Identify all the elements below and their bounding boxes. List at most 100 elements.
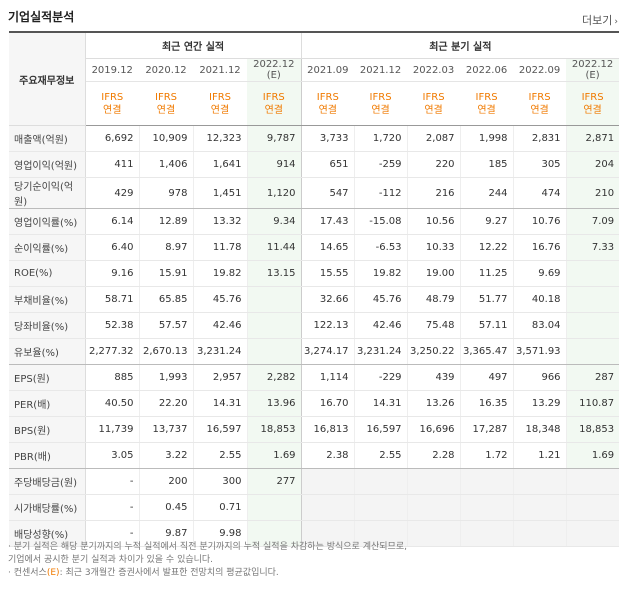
- value-cell: 3,231.24: [192, 338, 247, 365]
- table-row: PBR(배) 3.05 3.22 2.55 1.69 2.38 2.55 2.28 1.72 1.…: [9, 442, 620, 469]
- period-header: 2021.09: [300, 58, 355, 82]
- value-cell: 65.85: [138, 286, 193, 313]
- value-cell: 13.32: [192, 208, 247, 235]
- row-label: 당좌비율(%): [9, 312, 86, 339]
- value-cell: 9.27: [459, 208, 514, 235]
- value-cell: 277: [246, 468, 302, 495]
- value-cell: [406, 520, 461, 547]
- estimate-mark: (E): [46, 568, 60, 578]
- period-header: 2020.12: [139, 58, 193, 82]
- table-row: 영업이익(억원) 411 1,406 1,641 914 651 -259 220 185 305…: [9, 151, 620, 178]
- ifrs-label: IFRS: [475, 91, 498, 103]
- row-label: ROE(%): [9, 260, 86, 287]
- row-label: EPS(원): [9, 364, 86, 391]
- value-cell: -: [84, 520, 139, 547]
- consolidated-label: 연결: [477, 104, 496, 116]
- value-cell: 1,451: [192, 177, 247, 209]
- value-cell: 7.09: [565, 208, 620, 235]
- value-cell: 17.43: [300, 208, 355, 235]
- value-cell: 122.13: [300, 312, 355, 339]
- footnote-line: 기업에서 공시한 분기 실적과 차이가 있을 수 있습니다.: [8, 555, 214, 565]
- value-cell: 19.82: [353, 260, 408, 287]
- value-cell: [246, 520, 302, 547]
- ifrs-header: IFRS 연결: [354, 81, 408, 126]
- quarter-header: 최근 분기 실적: [300, 31, 620, 59]
- ifrs-header: IFRS 연결: [193, 81, 247, 126]
- value-cell: 52.38: [84, 312, 139, 339]
- value-cell: 3,274.17: [300, 338, 355, 365]
- value-cell: -6.53: [353, 234, 408, 261]
- value-cell: 2,871: [565, 125, 620, 152]
- value-cell: 547: [300, 177, 355, 209]
- value-cell: [300, 520, 355, 547]
- value-cell: 1,114: [300, 364, 355, 391]
- value-cell: 2,957: [192, 364, 247, 391]
- footnote-line: · 분기 실적은 해당 분기까지의 누적 실적에서 직전 분기까지의 누적 실적…: [8, 542, 407, 552]
- table-row: EPS(원) 885 1,993 2,957 2,282 1,114 -229 439 497 9…: [9, 364, 620, 391]
- value-cell: 1,998: [459, 125, 514, 152]
- value-cell: 216: [406, 177, 461, 209]
- row-label: 순이익률(%): [9, 234, 86, 261]
- consensus-label: · 컨센서스: [8, 568, 47, 578]
- value-cell: -15.08: [353, 208, 408, 235]
- value-cell: 3,231.24: [353, 338, 408, 365]
- table-row: 영업이익률(%) 6.14 12.89 13.32 9.34 17.43 -15.08 10.…: [9, 208, 620, 235]
- row-label: PER(배): [9, 390, 86, 417]
- ifrs-label: IFRS: [581, 91, 604, 103]
- value-cell: 474: [512, 177, 567, 209]
- consolidated-label: 연결: [371, 104, 390, 116]
- value-cell: [459, 520, 514, 547]
- value-cell: 8.97: [138, 234, 193, 261]
- value-cell: 16,597: [353, 416, 408, 443]
- value-cell: [565, 286, 620, 313]
- value-cell: 2,831: [512, 125, 567, 152]
- value-cell: 1,993: [138, 364, 193, 391]
- value-cell: 14.31: [192, 390, 247, 417]
- value-cell: 1,720: [353, 125, 408, 152]
- value-cell: 11.44: [246, 234, 302, 261]
- value-cell: 1,120: [246, 177, 302, 209]
- row-label: 매출액(억원): [9, 125, 86, 152]
- value-cell: 14.31: [353, 390, 408, 417]
- value-cell: -: [84, 494, 139, 521]
- value-cell: 2.55: [192, 442, 247, 469]
- value-cell: 3,250.22: [406, 338, 461, 365]
- value-cell: 3,733: [300, 125, 355, 152]
- value-cell: 19.82: [192, 260, 247, 287]
- value-cell: [565, 338, 620, 365]
- value-cell: 200: [138, 468, 193, 495]
- value-cell: 2.28: [406, 442, 461, 469]
- more-label: 더보기: [582, 14, 613, 27]
- value-cell: 13,737: [138, 416, 193, 443]
- value-cell: 16.76: [512, 234, 567, 261]
- ifrs-header: IFRS 연결: [460, 81, 514, 126]
- value-cell: 1,641: [192, 151, 247, 178]
- value-cell: 32.66: [300, 286, 355, 313]
- period-header: 2022.06: [460, 58, 514, 82]
- period-label: 2021.12: [199, 64, 241, 76]
- table-row: 부채비율(%) 58.71 65.85 45.76 32.66 45.76 48.79 51.…: [9, 286, 620, 313]
- table-row: 당좌비율(%) 52.38 57.57 42.46 122.13 42.46 75.48 57…: [9, 312, 620, 339]
- value-cell: 6.14: [84, 208, 139, 235]
- consolidated-label: 연결: [583, 104, 602, 116]
- period-header: 2022.12 (E): [247, 58, 302, 82]
- ifrs-label: IFRS: [209, 91, 231, 103]
- table-row: 시가배당률(%) -0.45 0.71: [9, 494, 620, 521]
- value-cell: 17,287: [459, 416, 514, 443]
- value-cell: 2.38: [300, 442, 355, 469]
- consolidated-label: 연결: [210, 104, 230, 116]
- value-cell: 45.76: [192, 286, 247, 313]
- value-cell: 2,277.32: [84, 338, 139, 365]
- consolidated-label: 연결: [530, 104, 549, 116]
- more-link[interactable]: 더보기 ›: [582, 12, 618, 28]
- ifrs-header: IFRS 연결: [566, 81, 620, 126]
- main-label-header: 주요재무정보: [9, 31, 86, 126]
- value-cell: [353, 520, 408, 547]
- table-row: ROE(%) 9.16 15.91 19.82 13.15 15.55 19.82 19.00…: [9, 260, 620, 287]
- ifrs-header: IFRS 연결: [300, 81, 355, 126]
- ifrs-label: IFRS: [316, 91, 339, 103]
- value-cell: [565, 494, 620, 521]
- row-label: 시가배당률(%): [9, 494, 86, 521]
- value-cell: 42.46: [353, 312, 408, 339]
- value-cell: [459, 494, 514, 521]
